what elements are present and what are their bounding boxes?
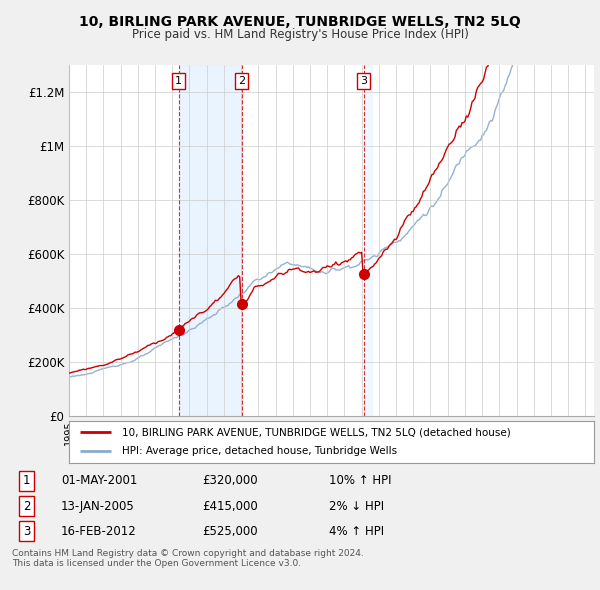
Text: 10% ↑ HPI: 10% ↑ HPI (329, 474, 391, 487)
Text: £525,000: £525,000 (202, 525, 258, 538)
Bar (179, 65, 242, 416)
Text: £415,000: £415,000 (202, 500, 258, 513)
Text: 01-MAY-2001: 01-MAY-2001 (61, 474, 137, 487)
Text: 2% ↓ HPI: 2% ↓ HPI (329, 500, 384, 513)
Text: HPI: Average price, detached house, Tunbridge Wells: HPI: Average price, detached house, Tunb… (121, 446, 397, 456)
Text: 3: 3 (360, 76, 367, 86)
Text: Contains HM Land Registry data © Crown copyright and database right 2024.: Contains HM Land Registry data © Crown c… (12, 549, 364, 558)
Text: £320,000: £320,000 (202, 474, 258, 487)
Text: 2: 2 (23, 500, 30, 513)
Text: 3: 3 (23, 525, 30, 538)
Text: 13-JAN-2005: 13-JAN-2005 (61, 500, 135, 513)
Text: This data is licensed under the Open Government Licence v3.0.: This data is licensed under the Open Gov… (12, 559, 301, 568)
Text: Price paid vs. HM Land Registry's House Price Index (HPI): Price paid vs. HM Land Registry's House … (131, 28, 469, 41)
Bar (364, 65, 372, 416)
Text: 1: 1 (23, 474, 30, 487)
Text: 10, BIRLING PARK AVENUE, TUNBRIDGE WELLS, TN2 5LQ (detached house): 10, BIRLING PARK AVENUE, TUNBRIDGE WELLS… (121, 427, 510, 437)
Text: 16-FEB-2012: 16-FEB-2012 (61, 525, 137, 538)
Text: 2: 2 (238, 76, 245, 86)
Text: 1: 1 (175, 76, 182, 86)
Text: 10, BIRLING PARK AVENUE, TUNBRIDGE WELLS, TN2 5LQ: 10, BIRLING PARK AVENUE, TUNBRIDGE WELLS… (79, 15, 521, 29)
Text: 4% ↑ HPI: 4% ↑ HPI (329, 525, 384, 538)
